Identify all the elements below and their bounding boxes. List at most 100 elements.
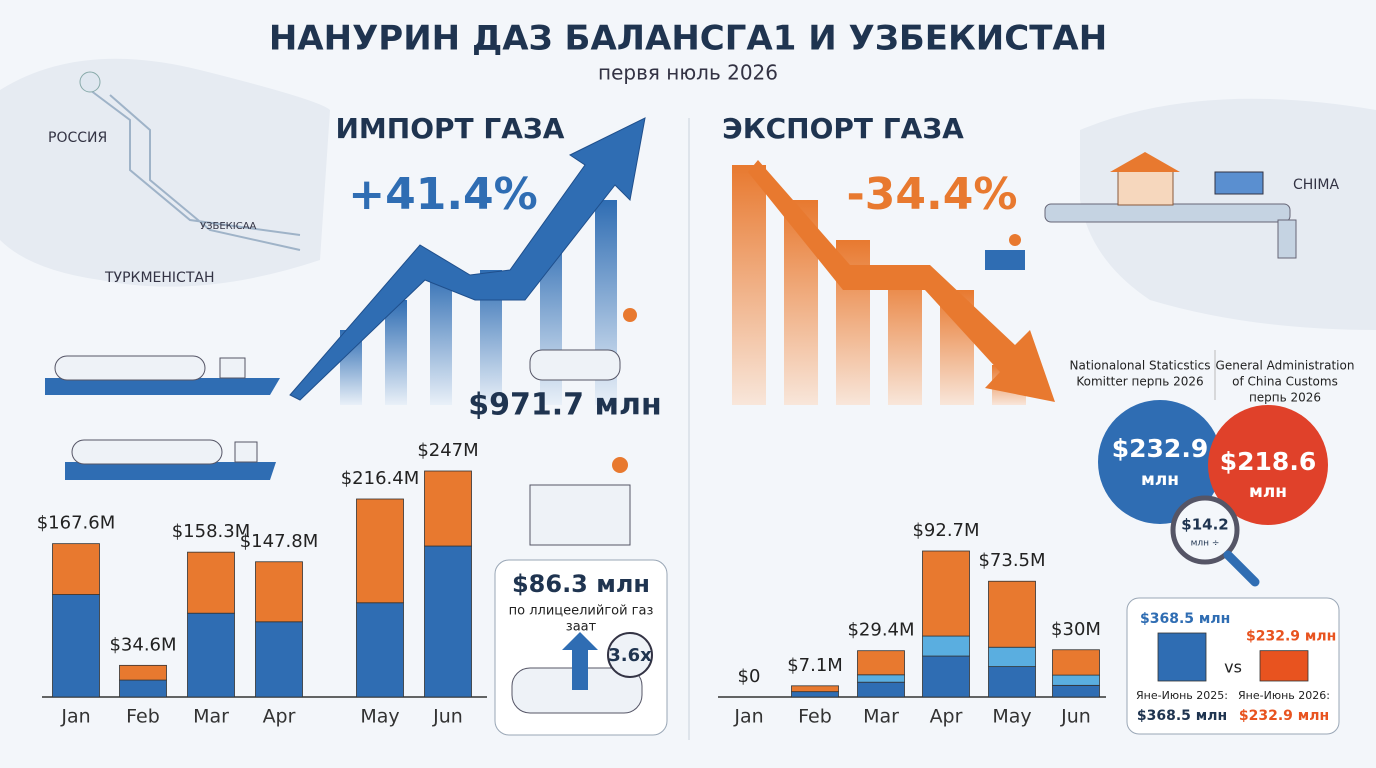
source: of China Customs — [1232, 375, 1338, 389]
total-label: $0 — [738, 666, 761, 687]
x-tick-label: May — [360, 706, 399, 728]
total-label: $73.5M — [978, 550, 1045, 571]
value-label: $232.9 млн — [1239, 708, 1329, 724]
bar-segment — [187, 612, 235, 698]
source: перпь 2026 — [1249, 391, 1321, 405]
badge — [607, 632, 653, 678]
x-tick-label: Feb — [798, 706, 832, 728]
total-label: $147.8M — [240, 531, 319, 552]
category-label: Яне-Июнь 2025: — [1136, 689, 1228, 702]
circle-unit: млн — [1249, 482, 1287, 502]
map-label: CHIMA — [1293, 177, 1340, 193]
bar-segment — [791, 685, 839, 693]
bar-segment — [922, 655, 970, 698]
x-tick-label: Jan — [733, 706, 763, 728]
circle-value: $218.6 — [1220, 447, 1316, 476]
total-label: $7.1M — [787, 655, 843, 676]
x-tick-label: Mar — [193, 706, 229, 728]
bar-segment — [52, 594, 100, 698]
total-label: $30M — [1051, 619, 1101, 640]
bar-segment — [356, 498, 404, 604]
circle-value: $232.9 — [1112, 434, 1208, 463]
bar-segment — [1052, 684, 1100, 698]
x-tick-label: Apr — [263, 706, 296, 728]
bar-segment — [1052, 649, 1100, 676]
bar — [1259, 650, 1309, 682]
total-label: $92.7M — [912, 520, 979, 541]
total-label: $158.3M — [172, 521, 251, 542]
circle-value: $14.2 — [1181, 516, 1228, 534]
bar-segment — [988, 580, 1036, 648]
source: General Administration — [1216, 359, 1355, 373]
bar — [1157, 632, 1207, 682]
bar-segment — [424, 545, 472, 698]
import-heading: ИМПОРТ ГАЗА — [336, 112, 565, 145]
import-change: +41.4% — [348, 169, 538, 220]
x-tick-label: Feb — [126, 706, 160, 728]
arrow-icon — [562, 632, 598, 690]
callout-text: по ллицеелийгой газ — [509, 604, 654, 619]
title: НАНУРИН ДАЗ БАЛАНСГА1 И УЗБЕКИСТАН — [269, 19, 1107, 59]
bar-segment — [52, 543, 100, 595]
magnifier-handle — [1223, 550, 1260, 587]
total-label: $34.6M — [109, 634, 176, 655]
vs: vs — [1224, 658, 1242, 677]
total-label: $247M — [417, 440, 478, 461]
value-label: $368.5 млн — [1137, 708, 1227, 724]
bar-segment — [922, 550, 970, 637]
bar-segment — [857, 650, 905, 676]
compare-box — [1126, 597, 1340, 735]
total-label: $29.4M — [847, 620, 914, 641]
bar-segment — [791, 691, 839, 698]
callout-multiplier: 3.6x — [608, 645, 652, 666]
bar-segment — [988, 666, 1036, 698]
circle-unit: млн — [1141, 470, 1179, 490]
bar-segment — [922, 635, 970, 657]
circle-unit: млн ÷ — [1191, 539, 1220, 549]
plant-icon — [529, 457, 631, 546]
import-total: $971.7 млн — [468, 388, 661, 423]
map-label: УЗБЕКІСАА — [200, 221, 257, 232]
value-label: $232.9 млн — [1246, 629, 1336, 645]
export-heading: ЭКСПОРТ ГАЗА — [722, 112, 964, 145]
magnifier — [1170, 495, 1240, 565]
x-tick-label: Jun — [432, 706, 463, 728]
bar-segment — [1052, 674, 1100, 686]
bar-segment — [119, 679, 167, 698]
bar-segment — [857, 674, 905, 683]
source: Nationalonal Staticstics — [1070, 359, 1211, 373]
ship — [45, 355, 280, 480]
x-tick-label: Apr — [930, 706, 963, 728]
bar-segment — [988, 646, 1036, 668]
export-change: -34.4% — [847, 169, 1018, 220]
circle-badge — [1098, 400, 1222, 524]
callout-value: $86.3 млн — [512, 570, 650, 598]
callout-text: заат — [566, 620, 597, 635]
bar-segment — [857, 681, 905, 698]
map-shape — [0, 58, 330, 287]
x-tick-label: Mar — [863, 706, 899, 728]
circle-badge — [1208, 405, 1328, 525]
x-tick-label: Jun — [1060, 706, 1091, 728]
total-label: $167.6M — [37, 513, 116, 534]
bar-segment — [255, 561, 303, 623]
value-label: $368.5 млн — [1140, 611, 1230, 627]
pipeline — [89, 89, 301, 251]
export-decoration — [732, 152, 1297, 405]
source: Komitter перпь 2026 — [1076, 375, 1203, 389]
map-label: РОССИЯ — [48, 130, 107, 146]
map-marker — [79, 71, 101, 93]
x-tick-label: May — [992, 706, 1031, 728]
category-label: Яне-Июнь 2026: — [1238, 689, 1330, 702]
import-decoration — [289, 117, 646, 405]
bar-segment — [187, 551, 235, 614]
bar-segment — [356, 602, 404, 698]
bar-segment — [424, 470, 472, 547]
bar-segment — [255, 621, 303, 698]
total-label: $216.4M — [341, 468, 420, 489]
x-tick-label: Jan — [60, 706, 90, 728]
map-label: ТУРКМЕНIСТАН — [104, 270, 214, 286]
subtitle: первя нюль 2026 — [598, 61, 778, 85]
bar-segment — [119, 664, 167, 681]
